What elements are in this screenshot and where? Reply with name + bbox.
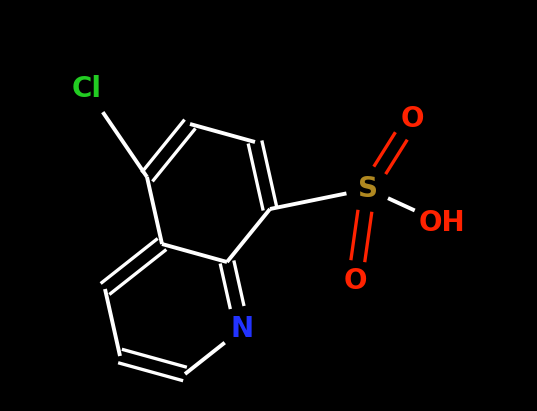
Text: O: O [343, 267, 367, 295]
Text: O: O [400, 105, 424, 133]
Text: N: N [230, 315, 253, 343]
Text: OH: OH [419, 209, 466, 237]
Text: Cl: Cl [72, 75, 102, 103]
Text: S: S [358, 175, 378, 203]
